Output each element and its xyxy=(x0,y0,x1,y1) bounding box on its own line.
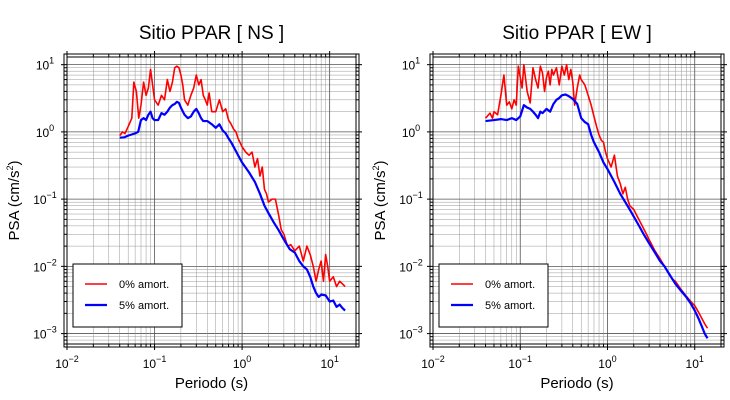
x-tick-label: 100 xyxy=(233,354,251,371)
legend-box xyxy=(438,263,549,328)
x-tick-label: 10−2 xyxy=(55,354,79,371)
y-tick-label: 101 xyxy=(402,56,420,73)
series-group xyxy=(484,63,709,339)
y-tick-label: 10−1 xyxy=(399,190,423,207)
y-tick-label: 10−2 xyxy=(33,257,57,274)
legend-label: 0% amort. xyxy=(119,279,169,291)
series-line-damped xyxy=(119,100,346,312)
chart-ew: 10−2 10−1 100 101 10−3 10−2 10−1 100 101 Sitio PP… xyxy=(371,23,727,392)
y-axis-label: PSA (cm/s2) xyxy=(371,160,389,240)
legend-box xyxy=(72,263,183,328)
y-tick-label: 10−3 xyxy=(33,325,57,342)
y-axis-label: PSA (cm/s2) xyxy=(5,160,23,240)
series-line-damped xyxy=(485,93,709,339)
x-tick-label: 10−1 xyxy=(143,354,167,371)
y-tick-label: 100 xyxy=(36,123,54,140)
chart-title: Sitio PPAR [ NS ] xyxy=(139,23,284,44)
y-tick-label: 10−3 xyxy=(399,325,423,342)
plot-frame xyxy=(432,56,722,345)
legend-label: 0% amort. xyxy=(485,279,535,291)
chart-ns: 10−2 10−1 100 101 10−3 10−2 10−1 100 101 Sitio PP… xyxy=(5,23,362,392)
x-tick-label: 10−1 xyxy=(508,354,532,371)
legend-label: 5% amort. xyxy=(485,300,535,312)
x-tick-label: 10−2 xyxy=(421,354,445,371)
y-tick-label: 10−2 xyxy=(399,257,423,274)
plot-frame-outer xyxy=(429,53,725,348)
chart-title: Sitio PPAR [ EW ] xyxy=(502,23,652,44)
plot-frame xyxy=(66,56,357,345)
y-tick-label: 10−1 xyxy=(33,190,57,207)
y-tick-label: 101 xyxy=(36,56,54,73)
plot-frame-outer xyxy=(63,53,360,348)
legend: 0% amort. 5% amort. xyxy=(438,263,549,328)
series-group xyxy=(119,65,346,312)
y-tick-label: 100 xyxy=(402,123,420,140)
x-tick-label: 100 xyxy=(598,354,616,371)
x-tick-label: 101 xyxy=(320,354,338,371)
legend-label: 5% amort. xyxy=(119,300,169,312)
x-axis-label: Periodo (s) xyxy=(175,375,248,392)
x-axis-label: Periodo (s) xyxy=(540,375,613,392)
series-line-undamped xyxy=(119,65,346,288)
x-tick-label: 101 xyxy=(686,354,704,371)
legend: 0% amort. 5% amort. xyxy=(72,263,183,328)
